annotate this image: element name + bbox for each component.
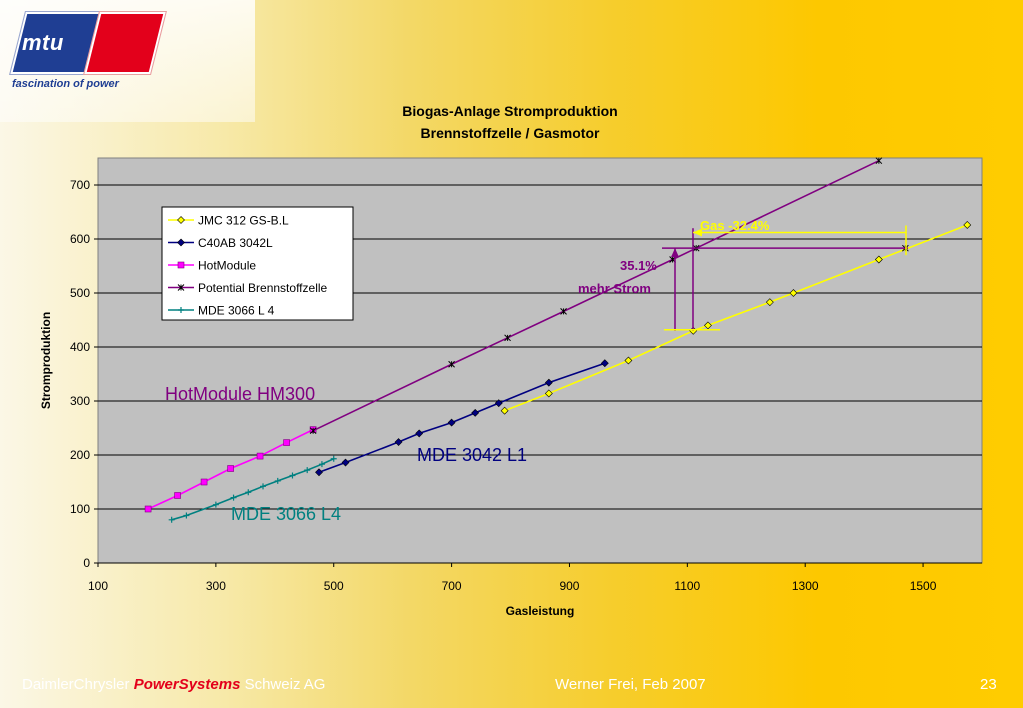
footer-company: DaimlerChrysler PowerSystems Schweiz AG <box>22 676 325 693</box>
y-tick-label: 200 <box>70 448 90 462</box>
y-tick-label: 600 <box>70 232 90 246</box>
data-point <box>177 238 185 247</box>
annotation-2: MDE 3066 L4 <box>231 504 341 524</box>
data-point <box>183 512 190 519</box>
x-tick-label: 100 <box>88 579 108 593</box>
data-point <box>544 389 553 398</box>
x-tick-label: 300 <box>206 579 226 593</box>
yellow-arrow-head <box>693 228 702 237</box>
legend-label: C40AB 3042L <box>198 236 273 250</box>
data-point <box>227 465 234 472</box>
y-tick-label: 300 <box>70 394 90 408</box>
y-tick-label: 100 <box>70 502 90 516</box>
data-point <box>168 516 175 523</box>
data-point <box>200 478 208 486</box>
x-tick-label: 900 <box>559 579 579 593</box>
x-tick-label: 500 <box>324 579 344 593</box>
data-point <box>178 307 184 313</box>
data-point <box>304 467 311 474</box>
logo-brand: mtu <box>22 30 64 55</box>
logo-area: mtu fascination of power <box>0 0 255 122</box>
data-point <box>544 378 553 387</box>
data-point <box>704 321 712 330</box>
data-point <box>177 216 185 224</box>
data-point <box>174 492 181 499</box>
footer-author: Werner Frei, Feb 2007 <box>555 676 706 693</box>
data-point <box>177 261 185 269</box>
data-point <box>471 408 480 417</box>
data-point <box>315 468 323 477</box>
logo-tagline: fascination of power <box>12 78 119 90</box>
data-point <box>875 157 883 165</box>
chart-subtitle: Brennstoffzelle / Gasmotor <box>420 125 600 141</box>
y-tick-label: 0 <box>83 556 90 570</box>
series-1 <box>315 359 609 477</box>
data-point <box>260 483 267 490</box>
y-tick-label: 400 <box>70 340 90 354</box>
data-point <box>144 505 152 513</box>
legend: JMC 312 GS-B.L C40AB 3042L HotModule Potent… <box>161 206 354 321</box>
series-0 <box>500 221 972 415</box>
data-point <box>504 334 511 342</box>
data-point <box>309 427 317 435</box>
annotation-0: HotModule HM300 <box>165 384 315 404</box>
footer-company-prefix: DaimlerChrysler <box>22 676 134 693</box>
data-point <box>245 489 252 496</box>
y-tick-label: 700 <box>70 178 90 192</box>
data-point <box>330 455 337 462</box>
x-tick-label: 1100 <box>674 579 700 593</box>
data-point <box>624 356 633 365</box>
x-tick-label: 1300 <box>792 579 819 593</box>
legend-item: Potential Brennstoffzelle <box>168 281 328 295</box>
purple-arrow-head <box>671 248 679 258</box>
legend-item: C40AB 3042L <box>168 236 273 250</box>
legend-label: HotModule <box>198 259 256 273</box>
data-point <box>289 472 296 479</box>
data-point <box>256 452 264 460</box>
data-point <box>283 439 290 446</box>
footer-company-brand: PowerSystems <box>133 676 241 693</box>
data-point <box>230 494 237 501</box>
x-tick-label: 1500 <box>910 579 937 593</box>
data-point <box>500 406 509 415</box>
data-point <box>341 458 350 467</box>
data-point <box>394 438 403 446</box>
chart-title: Biogas-Anlage Stromproduktion <box>402 103 618 119</box>
annotation-1: MDE 3042 L1 <box>417 445 527 465</box>
data-point <box>448 360 455 368</box>
footer-page-number: 23 <box>980 676 997 693</box>
legend-item: JMC 312 GS-B.L <box>168 214 289 228</box>
data-point <box>494 399 503 408</box>
x-tick-label: 700 <box>442 579 462 593</box>
data-point <box>415 429 424 438</box>
data-point <box>963 221 972 229</box>
y-axis-label: Stromproduktion <box>39 312 53 409</box>
data-point <box>765 298 774 307</box>
data-point <box>560 308 567 315</box>
annotation-4: mehr Strom <box>578 281 651 296</box>
data-point <box>789 289 798 297</box>
annotation-5: Gas -32.4% <box>700 218 770 233</box>
y-tick-label: 500 <box>70 286 90 300</box>
annotation-3: 35.1% <box>620 258 657 273</box>
difference-markers <box>662 225 908 331</box>
legend-label: Potential Brennstoffzelle <box>198 281 328 295</box>
footer-company-suffix: Schweiz AG <box>240 676 326 693</box>
legend-label: MDE 3066 L 4 <box>198 304 275 318</box>
data-point <box>874 255 883 264</box>
data-point <box>447 418 456 427</box>
data-point <box>318 461 325 468</box>
x-axis-label: Gasleistung <box>506 604 575 618</box>
data-point <box>212 501 219 508</box>
legend-item: HotModule <box>168 259 256 273</box>
data-point <box>600 359 609 368</box>
data-point <box>177 284 185 291</box>
series-4 <box>168 455 337 523</box>
data-point <box>274 477 281 484</box>
legend-label: JMC 312 GS-B.L <box>198 214 289 228</box>
legend-box <box>161 206 354 321</box>
legend-item: MDE 3066 L 4 <box>168 304 275 318</box>
chart-title-block: Biogas-Anlage Stromproduktion Brennstoff… <box>300 100 720 144</box>
